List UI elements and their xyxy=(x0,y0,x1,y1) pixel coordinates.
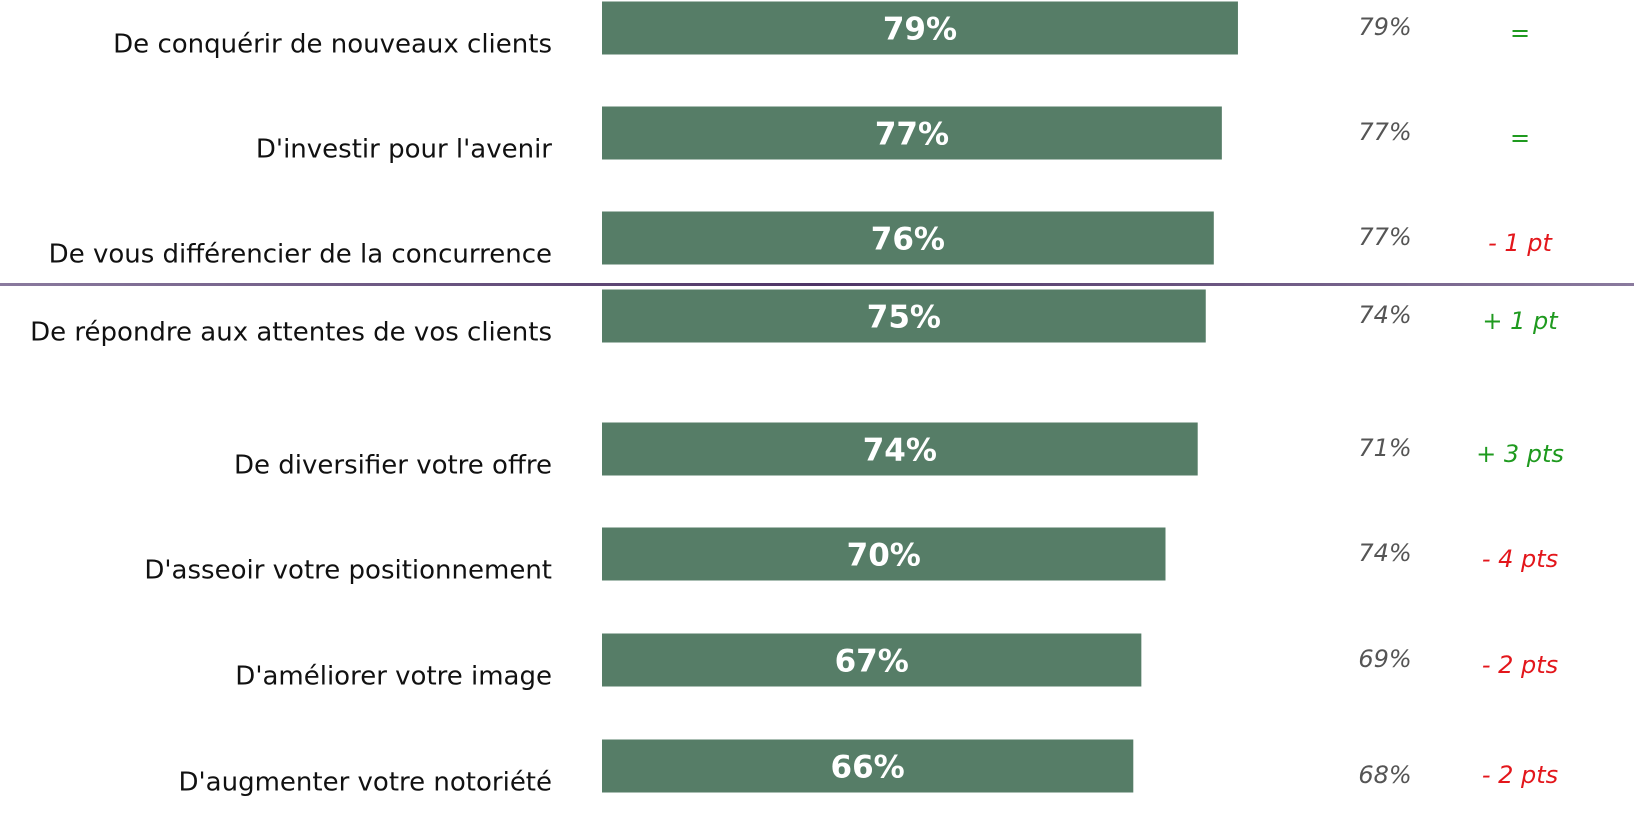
change-label: - 4 pts xyxy=(1482,545,1558,573)
bar xyxy=(602,633,1142,687)
bar-value-label: 76% xyxy=(871,222,945,258)
bar-value-label: 75% xyxy=(867,300,941,336)
bar xyxy=(602,1,1238,55)
previous-value: 69% xyxy=(1358,645,1411,673)
bar xyxy=(602,289,1206,343)
previous-value: 74% xyxy=(1358,539,1411,567)
previous-value: 77% xyxy=(1358,118,1411,146)
change-label: - 1 pt xyxy=(1488,229,1553,257)
change-label: = xyxy=(1510,19,1530,47)
category-label: De répondre aux attentes de vos clients xyxy=(30,318,552,348)
previous-value: 77% xyxy=(1358,223,1411,251)
category-label: D'améliorer votre image xyxy=(235,662,552,692)
previous-value: 71% xyxy=(1358,434,1411,462)
bar xyxy=(602,739,1134,793)
category-label: De vous différencier de la concurrence xyxy=(49,240,552,270)
category-label: D'augmenter votre notoriété xyxy=(179,768,552,798)
category-label: De diversifier votre offre xyxy=(234,451,552,481)
change-label: - 2 pts xyxy=(1482,651,1558,679)
change-label: + 3 pts xyxy=(1476,440,1564,468)
bar xyxy=(602,527,1166,581)
category-label: D'investir pour l'avenir xyxy=(256,135,552,165)
previous-value: 79% xyxy=(1358,13,1411,41)
bar-value-label: 66% xyxy=(831,750,905,786)
change-label: + 1 pt xyxy=(1482,307,1559,335)
change-label: - 2 pts xyxy=(1482,761,1558,789)
separator xyxy=(0,283,1634,286)
bar-value-label: 74% xyxy=(863,433,937,469)
bar xyxy=(602,211,1214,265)
previous-value: 74% xyxy=(1358,301,1411,329)
bar-value-label: 79% xyxy=(883,12,957,48)
bar-value-label: 67% xyxy=(835,644,909,680)
bar-value-label: 77% xyxy=(875,117,949,153)
change-label: = xyxy=(1510,124,1530,152)
bar xyxy=(602,422,1198,476)
bar xyxy=(602,106,1222,160)
category-label: D'asseoir votre positionnement xyxy=(144,556,552,586)
category-label: De conquérir de nouveaux clients xyxy=(113,30,552,60)
bar-value-label: 70% xyxy=(847,538,921,574)
previous-value: 68% xyxy=(1358,761,1411,789)
